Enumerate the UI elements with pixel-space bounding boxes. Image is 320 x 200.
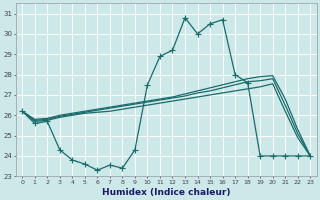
X-axis label: Humidex (Indice chaleur): Humidex (Indice chaleur) — [102, 188, 230, 197]
